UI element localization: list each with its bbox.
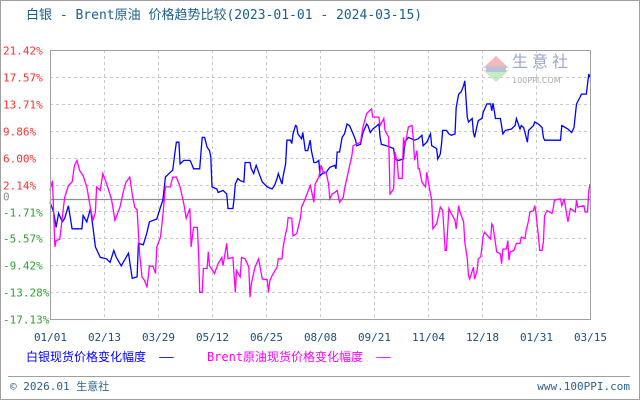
x-tick-label: 01/31 [520,331,553,344]
y-tick-label: 13.71% [3,99,43,112]
x-tick-label: 05/12 [196,331,229,344]
watermark-name: 生意社 [512,52,573,71]
x-tick-label: 09/21 [358,331,391,344]
series-lines [49,73,591,298]
legend-silver-line: —— [159,350,174,364]
chart-title: 白银 - Brent原油 价格趋势比较(2023-01-01 - 2024-03… [26,8,423,23]
x-tick-label: 01/01 [34,331,67,344]
legend-brent: Brent原油现货价格变化幅度 —— [207,350,397,364]
y-tick-zero: 0 [3,191,10,204]
footer-divider [8,376,630,377]
y-tick-label: -5.57% [3,233,43,246]
x-tick-label: 12/18 [466,331,499,344]
plot-border [50,50,591,320]
x-axis-ticks: 01/01 02/13 03/29 05/12 06/25 08/08 09/21 11/04… [34,331,607,344]
x-tick-label: 11/04 [412,331,445,344]
legend-silver: 白银现货价格变化幅度 —— [26,350,180,364]
y-tick-label: -9.42% [3,260,43,273]
legend-brent-label: Brent原油现货价格变化幅度 [206,350,364,364]
legend-brent-line: —— [376,350,391,364]
legend: 白银现货价格变化幅度 —— Brent原油现货价格变化幅度 —— [26,350,403,365]
legend-silver-label: 白银现货价格变化幅度 [26,350,147,364]
y-tick-label: -13.28% [3,287,50,300]
series-line-brent [49,107,591,298]
y-tick-label: -17.13% [3,314,50,327]
x-tick-label: 03/15 [574,331,607,344]
y-tick-label: 9.86% [3,126,36,139]
y-tick-label: 6.00% [3,153,36,166]
x-tick-label: 06/25 [250,331,283,344]
y-axis-ticks: 21.42% 17.57% 13.71% 9.86% 6.00% 2.14% -1.71% -… [3,45,50,327]
x-tick-label: 02/13 [88,331,121,344]
copyright: © 2026.01 生意社 [10,380,110,393]
x-tick-label: 08/08 [304,331,337,344]
y-tick-label: 21.42% [3,45,43,58]
site-link[interactable]: www.100PPI.com [537,380,630,393]
watermark-logo-icon [483,56,509,86]
y-tick-label: 17.57% [3,72,43,85]
y-tick-label: -1.71% [3,207,43,220]
y-tick-label: 2.14% [3,180,36,193]
x-tick-label: 03/29 [142,331,175,344]
